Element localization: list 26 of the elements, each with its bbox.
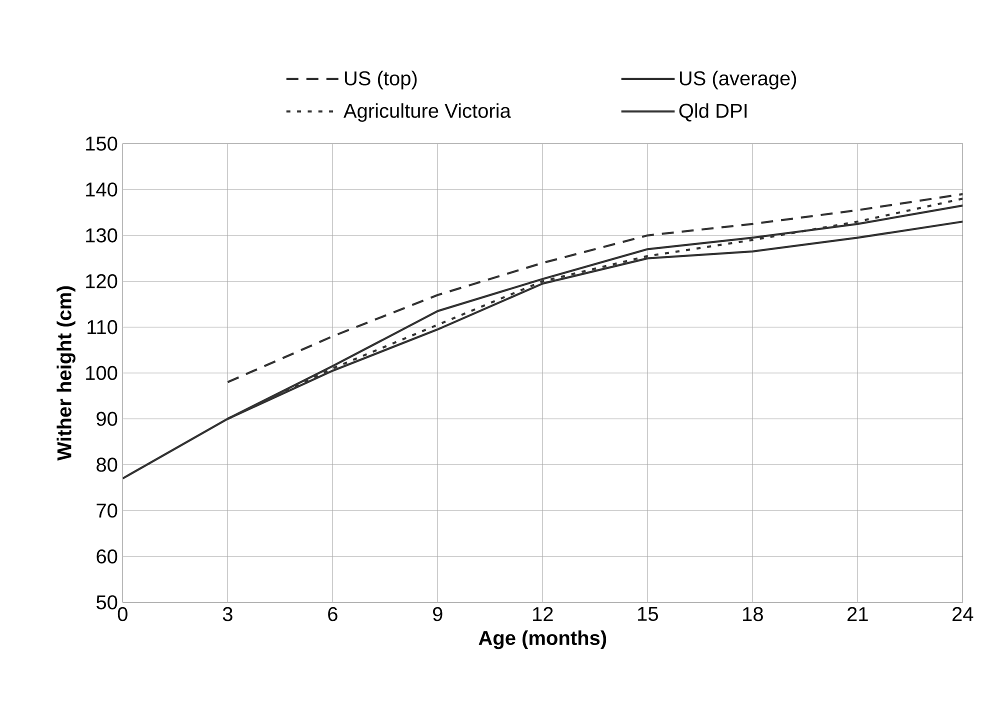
y-tick-label: 120 — [86, 274, 118, 288]
legend-label: Qld DPI — [679, 103, 747, 122]
y-tick-label: 150 — [86, 136, 118, 151]
y-axis-title: Wither height (cm) — [56, 286, 76, 461]
x-axis-title: Age (months) — [478, 630, 606, 650]
x-tick-label: 18 — [743, 607, 763, 622]
x-tick-label: 3 — [222, 607, 232, 622]
y-tick-label: 50 — [96, 595, 118, 610]
y-tick-label: 110 — [88, 320, 118, 334]
legend-label: Agriculture Victoria — [344, 103, 511, 122]
legend-label: US (average) — [680, 70, 796, 90]
x-tick-label: 12 — [533, 607, 553, 621]
y-tick-label: 130 — [86, 228, 118, 242]
x-tick-label: 21 — [848, 607, 868, 621]
y-tick-label: 60 — [96, 549, 118, 564]
x-tick-label: 6 — [328, 607, 338, 622]
y-tick-label: 90 — [96, 412, 118, 426]
y-tick-label: 140 — [86, 182, 118, 197]
y-tick-label: 70 — [96, 504, 118, 518]
x-tick-label: 24 — [952, 607, 974, 621]
y-tick-label: 100 — [86, 366, 118, 380]
y-tick-label: 80 — [96, 458, 118, 472]
x-tick-label: 15 — [638, 607, 658, 621]
x-tick-label: 0 — [118, 607, 128, 622]
legend-label: US (top) — [345, 70, 417, 90]
x-tick-label: 9 — [433, 607, 442, 622]
